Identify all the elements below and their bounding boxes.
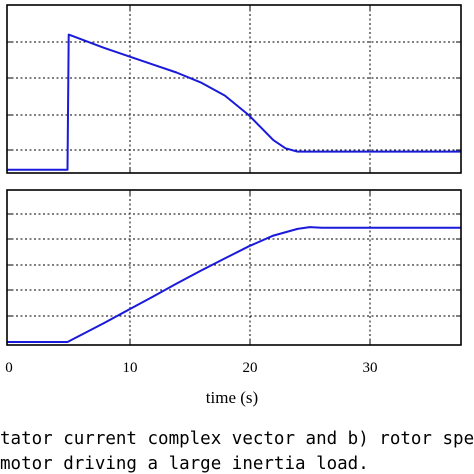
caption-line-1: tator current complex vector and b) roto… (0, 429, 474, 449)
x-tick-label-30: 30 (363, 360, 378, 376)
x-tick-label-20: 20 (243, 360, 258, 376)
panel-a-frame (6, 4, 462, 174)
x-tick-label-10: 10 (123, 360, 138, 376)
panel-a-grid (7, 5, 461, 173)
x-tick-label-0: 0 (5, 360, 13, 376)
panel-a-series-line-0 (7, 33, 461, 171)
panel-b (6, 189, 462, 346)
panel-a-series (7, 33, 461, 171)
caption-line-2: motor driving a large inertia load. (0, 454, 369, 474)
panel-b-series-line-0 (7, 226, 461, 343)
x-axis-label: time (s) (206, 388, 258, 407)
panel-a (6, 4, 462, 174)
panel-b-grid (7, 190, 461, 345)
panel-b-series (7, 226, 461, 343)
x-tick-labels: 0 10 20 30 (5, 360, 377, 376)
panel-b-frame (6, 189, 462, 346)
